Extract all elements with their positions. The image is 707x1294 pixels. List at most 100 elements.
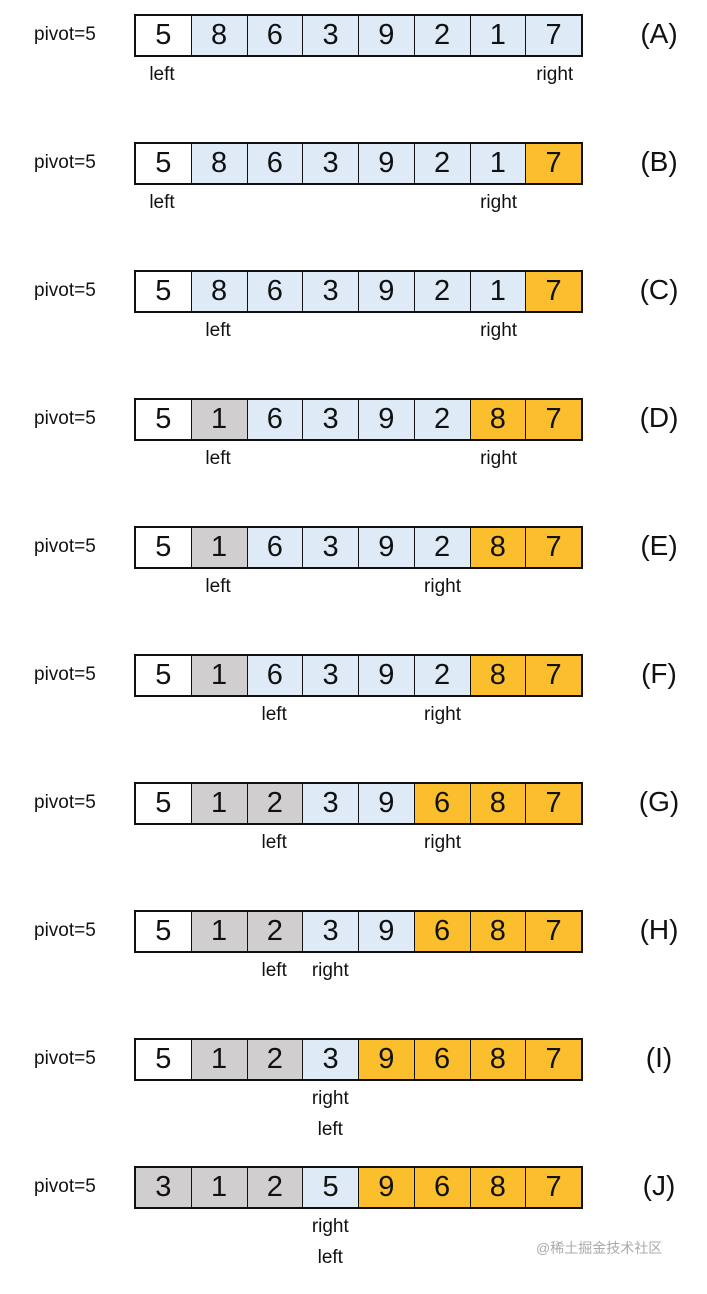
array-cell: 7 (525, 1168, 581, 1207)
right-pointer-label: right (480, 320, 518, 341)
array-cell: 8 (469, 1168, 526, 1207)
array-cell: 2 (246, 912, 303, 951)
array-cell: 5 (136, 144, 191, 183)
pivot-label: pivot=5 (34, 152, 96, 173)
array-cell: 9 (358, 272, 414, 311)
array-cell: 7 (525, 1040, 581, 1079)
step-tag: (D) (639, 402, 679, 433)
array-cell: 5 (136, 656, 191, 695)
array-cell: 1 (190, 1168, 247, 1207)
array-cell: 1 (190, 400, 247, 439)
array-cell: 8 (190, 16, 247, 55)
array-cell: 7 (525, 912, 581, 951)
array-cell: 7 (525, 656, 581, 695)
array-cell: 8 (190, 272, 247, 311)
array-cell: 8 (469, 528, 526, 567)
step-row: pivot=5 5 1 6 3 9 2 8 7 (D) left right (0, 398, 707, 526)
array-cell: 8 (469, 656, 526, 695)
step-tag: (I) (645, 1042, 673, 1073)
step-tag: (E) (640, 530, 678, 561)
array-cell: 8 (190, 144, 247, 183)
array-cell: 8 (469, 784, 526, 823)
right-pointer-label: right (424, 704, 461, 725)
array-cell: 1 (190, 528, 247, 567)
array-cell: 3 (302, 656, 358, 695)
array-cell: 1 (190, 912, 247, 951)
left-pointer-label: left (205, 448, 231, 469)
pivot-label: pivot=5 (34, 24, 96, 45)
array-cell: 9 (358, 912, 414, 951)
right-pointer-label: right (480, 448, 518, 469)
left-pointer-label: left (317, 1247, 343, 1268)
array-cell: 2 (246, 784, 303, 823)
array-cell: 9 (358, 784, 414, 823)
array-cell: 1 (469, 272, 526, 311)
array-cell: 2 (246, 1168, 303, 1207)
array-cell: 6 (246, 144, 303, 183)
array-cell: 2 (413, 400, 470, 439)
step-tag: (J) (642, 1170, 676, 1201)
array-cell: 6 (246, 528, 303, 567)
array-cell: 3 (302, 528, 358, 567)
step-tag: (H) (639, 914, 679, 945)
left-pointer-label: left (149, 64, 175, 85)
step-row: pivot=5 5 1 2 3 9 6 8 7 (G) left right (0, 782, 707, 910)
array-cell: 5 (136, 16, 191, 55)
array-cell: 1 (190, 784, 247, 823)
array-cell: 6 (413, 1040, 470, 1079)
array-cell: 6 (246, 272, 303, 311)
array-cell: 7 (525, 144, 581, 183)
array-cell: 7 (525, 528, 581, 567)
array-cell: 3 (302, 784, 358, 823)
array-cell: 8 (469, 912, 526, 951)
right-pointer-label: right (311, 1216, 349, 1237)
pivot-label: pivot=5 (34, 1048, 96, 1069)
array-cell: 6 (413, 784, 470, 823)
left-pointer-label: left (149, 192, 175, 213)
array-cell: 3 (302, 16, 358, 55)
array-cell: 6 (413, 912, 470, 951)
array-cell: 1 (469, 144, 526, 183)
pivot-label: pivot=5 (34, 280, 96, 301)
array-cell: 3 (302, 272, 358, 311)
array-cell: 9 (358, 1040, 414, 1079)
pivot-label: pivot=5 (34, 408, 96, 429)
array-cell: 7 (525, 16, 581, 55)
step-tag: (B) (640, 146, 678, 177)
left-pointer-label: left (205, 320, 231, 341)
step-row: pivot=5 5 1 2 3 9 6 8 7 (I) right left (0, 1038, 707, 1166)
pivot-label: pivot=5 (34, 1176, 96, 1197)
step-tag: (F) (641, 658, 677, 689)
array-cell: 7 (525, 272, 581, 311)
pivot-label: pivot=5 (34, 536, 96, 557)
array-cell: 6 (413, 1168, 470, 1207)
array-cell: 5 (136, 528, 191, 567)
left-pointer-label: left (317, 1119, 343, 1140)
array-cell: 9 (358, 528, 414, 567)
array-cell: 9 (358, 656, 414, 695)
array-cell: 8 (469, 400, 526, 439)
array-cell: 2 (413, 272, 470, 311)
array-cell: 5 (136, 1040, 191, 1079)
array-cell: 3 (302, 400, 358, 439)
step-row: pivot=5 5 8 6 3 9 2 1 7 (B) left right (0, 142, 707, 270)
left-pointer-label: left (261, 960, 287, 981)
right-pointer-label: right (424, 832, 461, 853)
step-row: pivot=5 5 8 6 3 9 2 1 7 (C) left right (0, 270, 707, 398)
array-cell: 2 (413, 16, 470, 55)
array-cell: 9 (358, 144, 414, 183)
array-cell: 1 (190, 1040, 247, 1079)
array-cell: 9 (358, 16, 414, 55)
array-cell: 2 (413, 656, 470, 695)
step-row: pivot=5 5 1 2 3 9 6 8 7 (H) left right (0, 910, 707, 1038)
left-pointer-label: left (205, 576, 231, 597)
right-pointer-label: right (311, 960, 349, 981)
array-cell: 2 (413, 144, 470, 183)
